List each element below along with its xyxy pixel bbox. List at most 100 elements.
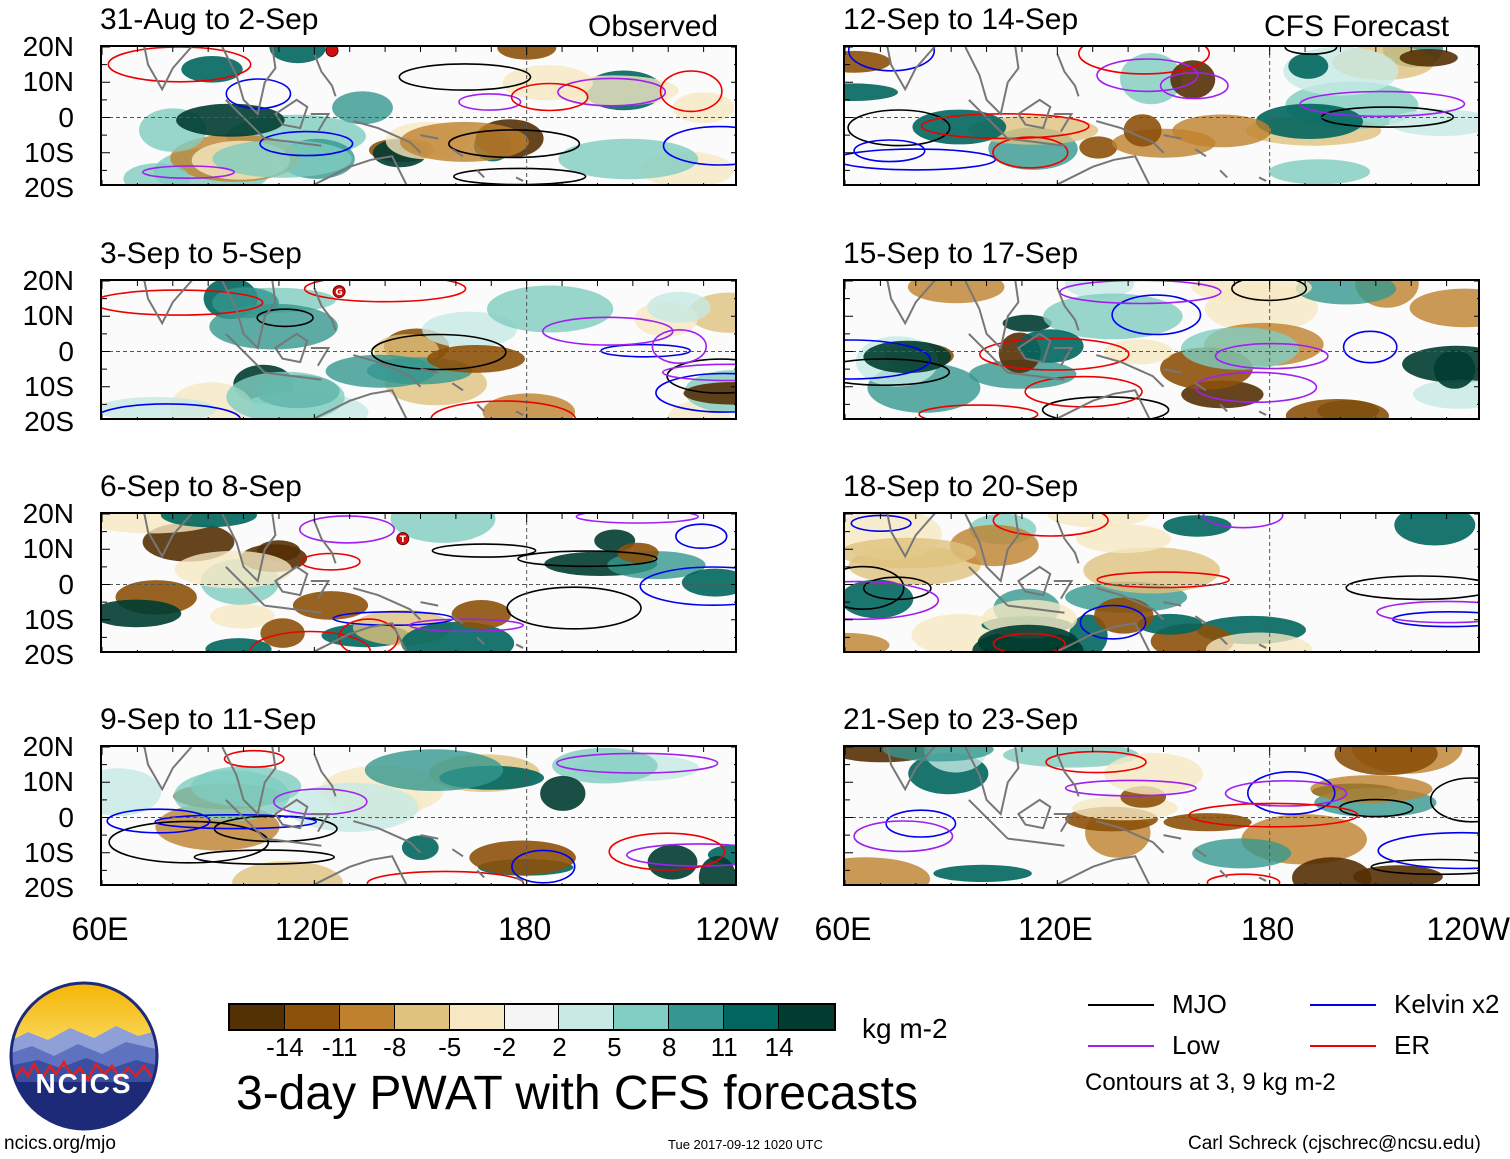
- anomaly-blob: [482, 393, 576, 418]
- contour-line: [992, 136, 1069, 169]
- colorbar-cell: [449, 1005, 505, 1029]
- contour-line: [517, 550, 658, 568]
- anomaly-blob: [550, 75, 679, 106]
- contour-line: [1231, 281, 1308, 302]
- coastline: [142, 514, 524, 651]
- anomaly-blob: [469, 840, 576, 875]
- anomaly-blob: [212, 139, 352, 178]
- contour-line: [511, 849, 576, 884]
- legend-swatch: [1088, 1045, 1154, 1047]
- anomaly-blob: [681, 568, 735, 597]
- anomaly-blob: [1170, 60, 1216, 99]
- colorbar-cell: [504, 1005, 560, 1029]
- y-tick-label: 10S: [24, 370, 74, 402]
- x-tick-label: 120W: [695, 911, 779, 947]
- contour-line: [506, 586, 642, 630]
- footer-url[interactable]: ncics.org/mjo: [4, 1133, 116, 1154]
- anomaly-blob: [102, 397, 217, 418]
- anomaly-blob: [1017, 329, 1084, 363]
- x-tick-label: 120E: [1017, 911, 1093, 947]
- anomaly-blob: [647, 844, 698, 880]
- anomaly-blob: [1191, 281, 1312, 303]
- map-svg: [845, 514, 1478, 651]
- map-svg: [845, 747, 1478, 884]
- anomaly-blob: [1394, 514, 1476, 546]
- anomaly-blob: [292, 591, 369, 620]
- anomaly-blob: [427, 345, 525, 373]
- ncics-logo: NCICS: [8, 980, 160, 1132]
- panel-title: 9-Sep to 11-Sep: [100, 703, 317, 736]
- contour-line: [992, 632, 1066, 651]
- coastline: [885, 47, 1267, 184]
- anomaly-blob: [399, 121, 529, 162]
- contour-line: [1391, 611, 1478, 628]
- anomaly-blob: [102, 768, 162, 816]
- contour-line: [675, 523, 728, 550]
- contour-line: [1194, 371, 1318, 404]
- contour-line: [303, 281, 467, 303]
- contour-line: [299, 515, 396, 544]
- y-tick-label: 0: [58, 801, 74, 833]
- contour-line: [1376, 600, 1478, 624]
- panel-title: 21-Sep to 23-Sep: [843, 703, 1079, 736]
- anomaly-blob: [540, 775, 586, 811]
- y-tick-label: 20N: [22, 265, 74, 296]
- anomaly-blob: [1285, 399, 1389, 418]
- colorbar-cell: [230, 1005, 285, 1029]
- contour-line: [557, 77, 667, 107]
- y-tick-label: 20N: [22, 731, 74, 762]
- anomaly-blob: [1076, 524, 1172, 553]
- map-svg: G: [102, 281, 735, 418]
- contour-line: [1064, 779, 1197, 797]
- contour-line: [1214, 342, 1329, 370]
- contour-line: [853, 139, 926, 163]
- contour-line: [1246, 770, 1336, 816]
- anomaly-blob: [1094, 597, 1154, 634]
- contour-line: [1045, 750, 1147, 774]
- contour-line: [608, 832, 726, 871]
- anomaly-blob: [102, 599, 182, 628]
- contour-line: [1078, 47, 1210, 75]
- x-tick-label: 180: [497, 911, 552, 947]
- contour-line: [141, 165, 236, 179]
- contour-line: [845, 339, 931, 380]
- anomaly-blob: [912, 109, 1007, 145]
- colorbar-cell: [724, 1005, 780, 1029]
- contour-line: [102, 403, 241, 418]
- contour-line: [659, 70, 723, 113]
- colorbar-tick-label: 14: [764, 1032, 794, 1062]
- y-tick-label: 10N: [22, 66, 74, 98]
- contour-line: [1377, 831, 1478, 870]
- contour-line: [847, 47, 936, 72]
- contour-line: [847, 109, 951, 147]
- map-panel: [843, 279, 1480, 420]
- footer-credit: Carl Schreck (cjschrec@ncsu.edu): [1188, 1133, 1481, 1154]
- colorbar-cell: [669, 1005, 725, 1029]
- colorbar-tick-label: 2: [552, 1032, 567, 1062]
- map-svg: [845, 281, 1478, 418]
- colorbar-tick-label: 11: [710, 1032, 738, 1062]
- contour-line: [1299, 90, 1466, 118]
- anomaly-blob: [1137, 613, 1203, 635]
- anomaly-blob: [1083, 547, 1221, 594]
- colorbar-tick-label: 8: [662, 1032, 677, 1062]
- contour-line: [992, 514, 1109, 537]
- anomaly-blob: [1334, 747, 1438, 776]
- y-tick-label: 10S: [24, 836, 74, 868]
- anomaly-blob: [672, 92, 735, 124]
- anomaly-blob: [486, 285, 614, 333]
- anomaly-blob: [232, 861, 343, 884]
- contour-line: [223, 749, 285, 768]
- contour-line: [662, 125, 735, 166]
- anomaly-blob: [205, 638, 272, 651]
- anomaly-blob: [174, 770, 290, 822]
- anomaly-blob: [698, 856, 735, 884]
- anomaly-blob: [1047, 514, 1150, 528]
- colorbar-tick-label: -2: [492, 1032, 517, 1062]
- coastline: [142, 281, 524, 418]
- anomaly-blob: [325, 354, 436, 388]
- panel-title: 3-Sep to 5-Sep: [100, 237, 302, 270]
- legend-label: ER: [1394, 1030, 1431, 1060]
- map-panel: [100, 45, 737, 186]
- contour-line: [398, 63, 532, 91]
